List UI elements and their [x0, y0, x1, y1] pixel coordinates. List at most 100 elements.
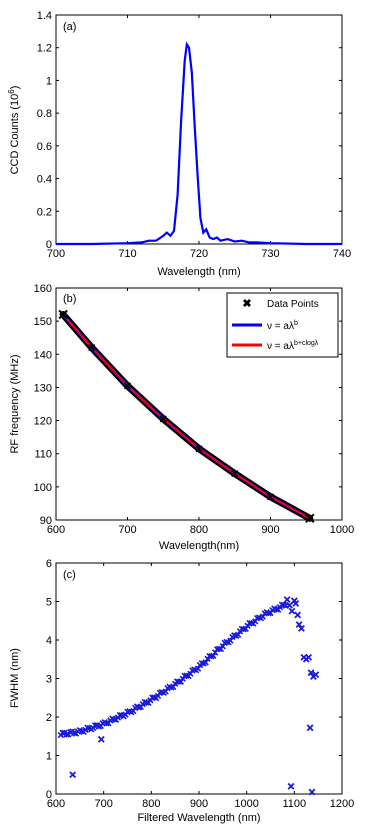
legend-marker-data-points: ✖ [242, 298, 251, 310]
scatter-point [305, 653, 313, 661]
scatter-point [215, 645, 223, 653]
scatter-point [63, 731, 70, 738]
y-tick-label-b: 100 [34, 482, 52, 494]
scatter-point-stroke-2 [308, 788, 316, 796]
scatter-point-stroke-2 [298, 625, 305, 632]
panel-label-c: (c) [63, 569, 76, 581]
y-tick-label-b: 160 [34, 283, 52, 295]
scatter-point-stroke-2 [286, 601, 294, 609]
y-tick-label-a: 1.4 [37, 10, 52, 22]
scatter-point-stroke-2 [287, 782, 295, 790]
scatter-point [298, 625, 305, 632]
scatter-point-stroke-2 [255, 614, 263, 621]
x-tick-label-a: 730 [261, 248, 279, 260]
scatter-point-stroke-2 [59, 729, 66, 736]
scatter-point-stroke-2 [194, 665, 202, 672]
scatter-point-stroke-2 [97, 735, 105, 743]
y-tick-label-b: 120 [34, 416, 52, 428]
scatter-point [288, 607, 296, 615]
legend-label-log-fit-main: ν = aλ [267, 341, 294, 352]
y-tick-label-a: 0.6 [37, 141, 52, 153]
y-axis-label-a: CCD Counts (106) [7, 86, 21, 175]
x-tick-label-c: 1100 [283, 798, 307, 810]
scatter-point-stroke-2 [84, 724, 91, 731]
data-point-end-stroke-2 [305, 513, 315, 524]
data-point-marker [123, 382, 132, 390]
y-tick-label-c: 3 [46, 674, 52, 686]
x-tick-label-c: 1200 [330, 798, 354, 810]
scatter-point-stroke-2 [191, 666, 198, 673]
plot-frame-c [55, 562, 343, 795]
plot-b-marks: 600 700 800 900 1000 90 100 110 120 130 140 150 160 [34, 283, 355, 536]
x-tick-label-a: 700 [47, 248, 65, 260]
legend-label-power-law-main: ν = aλ [267, 321, 294, 332]
y-tick-label-a: 1.2 [37, 43, 52, 55]
y-axis-label-c: FWHM (nm) [9, 648, 21, 708]
y-tick-label-b: 140 [34, 349, 52, 361]
data-point-marker [88, 344, 96, 352]
x-tick-label-c: 600 [47, 798, 65, 810]
scatter-point-stroke-2 [306, 724, 314, 732]
scatter-point-stroke-2 [280, 601, 288, 609]
data-point-marker-stroke-2 [266, 493, 275, 501]
scatter-point [294, 611, 302, 619]
x-tick-label-c: 1000 [234, 798, 258, 810]
legend-label-log-fit: ν = aλb+clogλ [267, 340, 319, 352]
scatter-point-stroke-2 [294, 611, 302, 619]
scatter-point-stroke-2 [151, 694, 158, 701]
data-point-marker-stroke-2 [88, 344, 96, 352]
scatter-point [69, 771, 77, 779]
panel-label-a: (a) [63, 21, 76, 33]
x-tick-label-a: 710 [118, 248, 136, 260]
scatter-point-stroke-2 [248, 619, 255, 627]
x-tick-label-b: 800 [190, 524, 208, 536]
y-tick-label-a: 1 [46, 75, 52, 87]
scatter-point-stroke-2 [223, 638, 230, 646]
scatter-point-stroke-2 [312, 671, 320, 679]
scatter-point [143, 699, 150, 706]
scatter-point-stroke-2 [288, 607, 296, 615]
y-axis-label-a-close: ) [9, 86, 21, 90]
y-tick-label-b: 130 [34, 382, 52, 394]
scatter-point [306, 724, 314, 732]
y-axis-label-a-main: CCD Counts (10 [9, 94, 21, 175]
legend-label-data-points: Data Points [267, 299, 319, 310]
legend-label-power-law: ν = aλb [267, 320, 298, 332]
scatter-point-stroke-2 [63, 731, 70, 738]
panel-label-b: (b) [63, 293, 76, 305]
chart-panel-c: 600 700 800 900 1000 1100 1200 0 1 2 3 4 5 6 (c) Filt… [9, 558, 354, 824]
data-point-marker-stroke-2 [195, 445, 203, 453]
scatter-point [292, 599, 300, 607]
scatter-point-stroke-2 [234, 631, 242, 638]
scatter-point-stroke-2 [215, 645, 223, 653]
x-tick-label-a: 720 [190, 248, 208, 260]
y-tick-label-b: 150 [34, 316, 52, 328]
chart-panel-b: 600 700 800 900 100090100110120130140150160 … [9, 283, 354, 552]
scatter-point-stroke-2 [69, 771, 77, 779]
data-point-marker [231, 470, 239, 478]
y-tick-label-a: 0.8 [37, 108, 52, 120]
y-tick-label-a: 0 [46, 239, 52, 251]
y-tick-label-c: 2 [46, 712, 52, 724]
scatter-point [97, 735, 105, 743]
y-tick-label-a: 0.4 [37, 174, 52, 186]
scatter-point-stroke-2 [210, 652, 217, 659]
y-axis-label-b: RF frequency (MHz) [9, 354, 21, 453]
scatter-point [307, 669, 315, 677]
scatter-point [308, 788, 316, 796]
y-tick-label-c: 6 [46, 558, 52, 570]
scatter-point-stroke-2 [292, 599, 300, 607]
y-tick-label-c: 0 [46, 789, 52, 801]
scatter-point-stroke-2 [295, 621, 303, 629]
x-tick-label-b: 700 [118, 524, 136, 536]
plot-a-marks: 700 710 720 730 740 0 0.2 0.4 0.6 0.8 1 1.2 1.4 [37, 10, 351, 260]
x-tick-label-c: 900 [190, 798, 208, 810]
x-tick-label-b: 900 [261, 524, 279, 536]
scatter-point [183, 672, 190, 679]
x-tick-label-c: 800 [142, 798, 160, 810]
scatter-point-stroke-2 [183, 672, 190, 679]
scatter-point [170, 683, 177, 691]
y-tick-label-a: 0.2 [37, 206, 52, 218]
scatter-point [234, 631, 242, 638]
